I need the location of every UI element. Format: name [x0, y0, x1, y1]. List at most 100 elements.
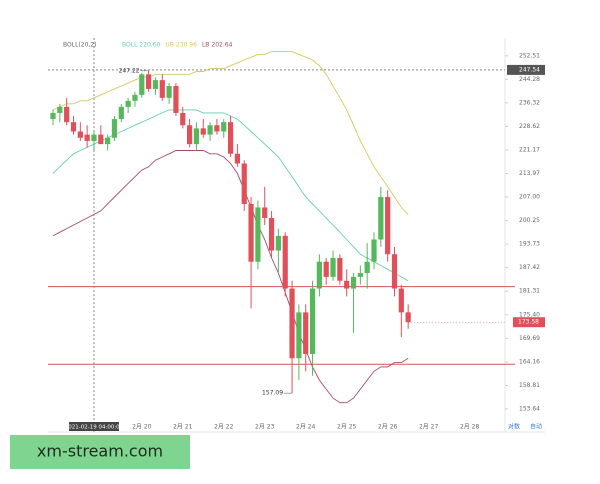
x-tick-label: 2月 25 [337, 424, 357, 431]
candle-body [371, 239, 377, 262]
legend-title: BOLL(20,2) [63, 42, 96, 49]
scale-control[interactable]: 对数 [508, 423, 520, 431]
candle-body [303, 312, 309, 354]
y-tick-label: 252.51 [519, 52, 540, 59]
y-tick-label: 187.42 [519, 264, 540, 271]
candle-body [296, 312, 302, 359]
high-label: 247.22 [119, 67, 140, 74]
x-tick-label: 2月 27 [419, 424, 439, 431]
candle-body [385, 197, 391, 255]
candle-body [193, 128, 200, 145]
x-tick-label: 2月 20 [132, 424, 152, 431]
candle-body [248, 203, 254, 262]
candle-body [64, 106, 70, 123]
y-tick-label: 181.31 [519, 288, 540, 295]
y-tick-label: 207.00 [519, 194, 540, 201]
candle-body [146, 74, 152, 89]
candle-body [405, 312, 411, 323]
x-tick-label: 2021-02-19 04:00:00 [65, 425, 124, 431]
y-tick-label: 213.97 [519, 170, 540, 177]
candle-body [337, 257, 343, 281]
candle-body [173, 85, 179, 113]
low-label: 157.09 [262, 390, 283, 397]
candle-body [364, 261, 370, 274]
crosshair-y-box [507, 64, 545, 75]
candle-body [227, 122, 234, 154]
candle-body [159, 80, 165, 98]
candle-body [262, 207, 268, 218]
y-tick-label: 236.32 [519, 99, 540, 106]
candle-body [70, 122, 77, 132]
band-line [52, 51, 409, 215]
candle-body [187, 125, 193, 145]
candle-body [57, 106, 63, 113]
legend-name: UB [165, 42, 174, 49]
crosshair-y-label: 247.54 [519, 66, 540, 73]
x-tick-label: 2月 21 [173, 424, 193, 431]
candle-body [309, 288, 316, 354]
y-tick-label: 169.69 [519, 335, 540, 342]
legend-value: 230.96 [176, 42, 197, 49]
candle-body [132, 94, 138, 101]
watermark: xm-stream.com [37, 442, 163, 461]
candle-body [289, 288, 295, 359]
y-tick-label: 221.17 [519, 146, 540, 153]
candle-body [350, 276, 357, 289]
candle-body [275, 235, 281, 251]
watermark-box [10, 435, 190, 469]
candle-body [98, 134, 104, 145]
candle-body [91, 134, 97, 141]
candle-body [214, 125, 220, 132]
candle-body [316, 261, 322, 289]
candle-body [241, 163, 247, 204]
candle-body [207, 125, 213, 135]
candle-body [180, 112, 186, 126]
x-tick-label: 2月 23 [255, 424, 275, 431]
band-line [52, 150, 409, 404]
legend-name: LB [202, 42, 209, 49]
x-tick-label: 2月 28 [460, 424, 480, 431]
y-tick-label: 175.40 [519, 311, 540, 318]
candle-body [84, 134, 90, 141]
legend-name: BOLL [122, 42, 138, 49]
candle-body [330, 257, 336, 277]
crosshair-x-box [68, 422, 119, 431]
legend-value: 220.60 [139, 42, 160, 49]
candle-body [77, 131, 83, 138]
candle-body [255, 207, 261, 262]
legend: BOLL(20,2) BOLL 220.60 UB 230.96 LB 202.64 [63, 42, 233, 49]
x-tick-label: 2月 22 [214, 424, 234, 431]
candle-body [282, 235, 288, 289]
last-price-box [513, 317, 545, 328]
scale-control[interactable]: 自动 [530, 423, 542, 431]
candle-body [118, 106, 124, 120]
y-tick-label: 153.64 [519, 405, 540, 412]
y-tick-label: 193.73 [519, 241, 540, 248]
candle-body [391, 254, 398, 289]
x-tick-label: 2月 24 [296, 424, 316, 431]
x-tick-label: 2月 26 [378, 424, 398, 431]
candle-body [268, 217, 275, 251]
candle-body [111, 119, 118, 138]
y-tick-label: 200.25 [519, 217, 540, 224]
candle-body [105, 137, 111, 145]
candle-body [344, 280, 350, 289]
candle-body [398, 288, 404, 313]
candle-body [125, 100, 131, 107]
candle-body [166, 85, 172, 98]
y-tick-label: 244.28 [519, 76, 540, 83]
candle-body [200, 128, 206, 135]
y-tick-label: 164.16 [519, 358, 540, 365]
candle-body [221, 122, 227, 132]
y-tick-label: 158.81 [519, 382, 540, 389]
candle-body [50, 112, 56, 120]
candle-body [139, 74, 145, 95]
legend-value: 202.64 [211, 42, 232, 49]
candle-body [323, 261, 329, 277]
y-tick-label: 228.62 [519, 123, 540, 130]
candle-body [152, 80, 159, 89]
last-price-label: 173.58 [518, 319, 539, 326]
candle-body [234, 153, 241, 164]
